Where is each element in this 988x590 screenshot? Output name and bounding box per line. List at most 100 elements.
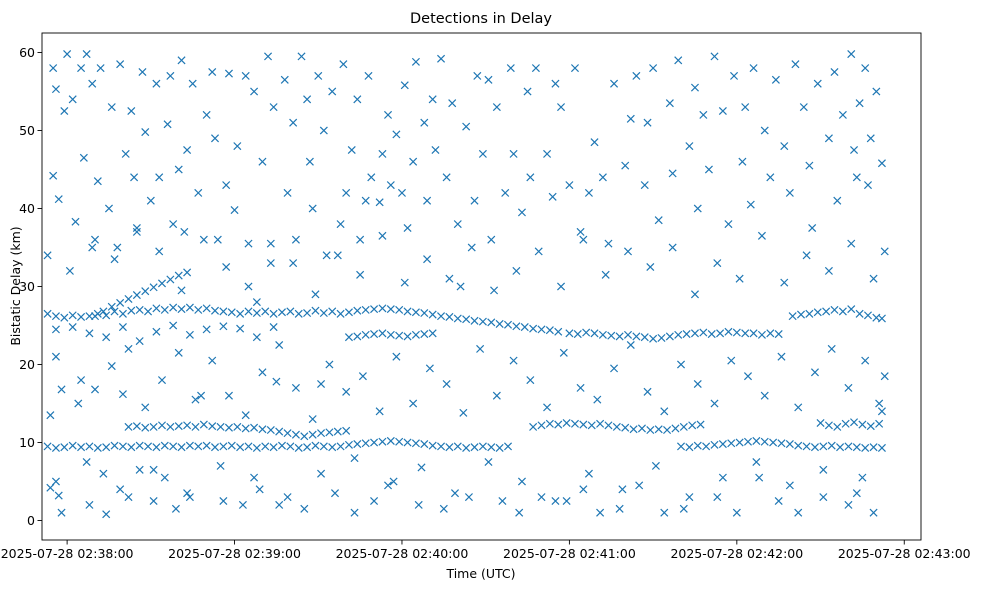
data-point-marker xyxy=(685,493,694,502)
data-point-marker xyxy=(601,270,610,279)
data-point-marker xyxy=(877,314,886,323)
data-point-marker xyxy=(693,379,702,389)
data-point-marker xyxy=(448,99,457,108)
data-point-marker xyxy=(118,309,127,318)
data-point-marker xyxy=(127,306,136,315)
data-point-marker xyxy=(177,286,186,295)
data-point-marker xyxy=(495,443,504,452)
data-point-marker xyxy=(565,329,574,338)
data-point-marker xyxy=(311,290,320,299)
data-point-marker xyxy=(414,500,423,509)
data-point-marker xyxy=(646,425,655,435)
data-point-marker xyxy=(484,457,493,467)
data-point-marker xyxy=(230,206,239,215)
data-point-marker xyxy=(132,291,141,300)
data-point-marker xyxy=(543,149,552,158)
data-point-marker xyxy=(632,332,641,341)
data-point-marker xyxy=(456,282,465,291)
data-point-marker xyxy=(277,441,287,450)
data-point-marker xyxy=(425,364,434,373)
data-point-marker xyxy=(236,443,245,452)
data-point-marker xyxy=(576,383,585,392)
data-point-marker xyxy=(90,312,100,321)
data-point-marker xyxy=(749,329,758,338)
data-point-marker xyxy=(353,332,362,341)
data-point-marker xyxy=(77,443,86,452)
data-point-marker xyxy=(760,437,769,446)
data-point-marker xyxy=(526,376,535,385)
data-point-marker xyxy=(579,485,588,494)
data-point-marker xyxy=(557,282,566,291)
data-point-marker xyxy=(819,493,828,502)
data-point-marker xyxy=(741,329,750,338)
data-point-marker xyxy=(534,247,543,256)
data-point-marker xyxy=(269,443,278,452)
data-point-marker xyxy=(635,481,644,490)
data-point-marker xyxy=(509,356,518,365)
data-point-marker xyxy=(649,334,658,343)
data-point-marker xyxy=(526,173,535,182)
data-point-marker xyxy=(219,307,228,316)
data-point-marker xyxy=(766,173,775,182)
data-point-marker xyxy=(319,308,328,318)
data-point-marker xyxy=(272,377,281,386)
data-point-marker xyxy=(370,330,379,339)
data-point-marker xyxy=(386,330,395,339)
data-point-marker xyxy=(191,422,200,431)
data-point-marker xyxy=(216,422,225,431)
data-point-marker xyxy=(696,420,705,429)
data-point-marker xyxy=(71,217,80,226)
data-point-marker xyxy=(880,247,889,256)
data-point-marker xyxy=(149,422,158,431)
data-point-marker xyxy=(202,110,211,119)
data-point-marker xyxy=(743,372,753,381)
data-point-marker xyxy=(492,103,501,112)
data-point-marker xyxy=(417,463,426,472)
data-point-marker xyxy=(308,204,317,213)
data-point-marker xyxy=(409,399,418,408)
data-point-marker xyxy=(743,437,753,446)
data-point-marker xyxy=(54,195,63,204)
data-point-marker xyxy=(802,251,811,260)
data-point-marker xyxy=(392,130,401,139)
data-point-marker xyxy=(428,441,437,450)
data-point-marker xyxy=(503,442,513,451)
data-point-marker xyxy=(727,356,736,365)
data-point-marker xyxy=(149,283,158,292)
data-point-marker xyxy=(470,443,479,452)
data-point-marker xyxy=(478,149,487,158)
data-point-marker xyxy=(286,307,295,316)
data-point-marker xyxy=(626,114,635,123)
data-point-marker xyxy=(657,333,666,343)
data-point-marker xyxy=(85,500,94,509)
data-point-marker xyxy=(322,251,331,260)
data-point-marker xyxy=(333,427,342,436)
data-point-marker xyxy=(289,118,298,127)
data-point-marker xyxy=(735,438,744,447)
data-point-marker xyxy=(250,473,259,482)
data-point-marker xyxy=(261,307,270,316)
data-point-marker xyxy=(621,161,630,170)
data-point-marker xyxy=(880,372,889,381)
data-point-marker xyxy=(445,443,454,452)
data-point-marker xyxy=(757,231,766,240)
data-point-marker xyxy=(637,424,646,433)
data-point-marker xyxy=(68,95,77,104)
data-point-marker xyxy=(704,165,713,174)
data-point-marker xyxy=(342,426,351,435)
data-point-marker xyxy=(85,329,94,338)
x-axis-ticks: 2025-07-28 02:38:00 2025-07-28 02:39:00 20… xyxy=(1,540,971,561)
data-point-marker xyxy=(442,173,451,182)
data-point-marker xyxy=(155,173,164,182)
data-point-marker xyxy=(277,308,287,317)
data-point-marker xyxy=(280,75,289,84)
data-point-marker xyxy=(43,309,52,318)
data-point-marker xyxy=(587,421,596,430)
data-point-marker xyxy=(378,437,387,446)
data-point-marker xyxy=(51,325,60,334)
data-point-marker xyxy=(60,106,69,116)
data-point-marker xyxy=(517,208,526,217)
data-point-marker xyxy=(509,149,518,158)
data-point-marker xyxy=(852,173,861,182)
data-point-marker xyxy=(375,198,384,207)
